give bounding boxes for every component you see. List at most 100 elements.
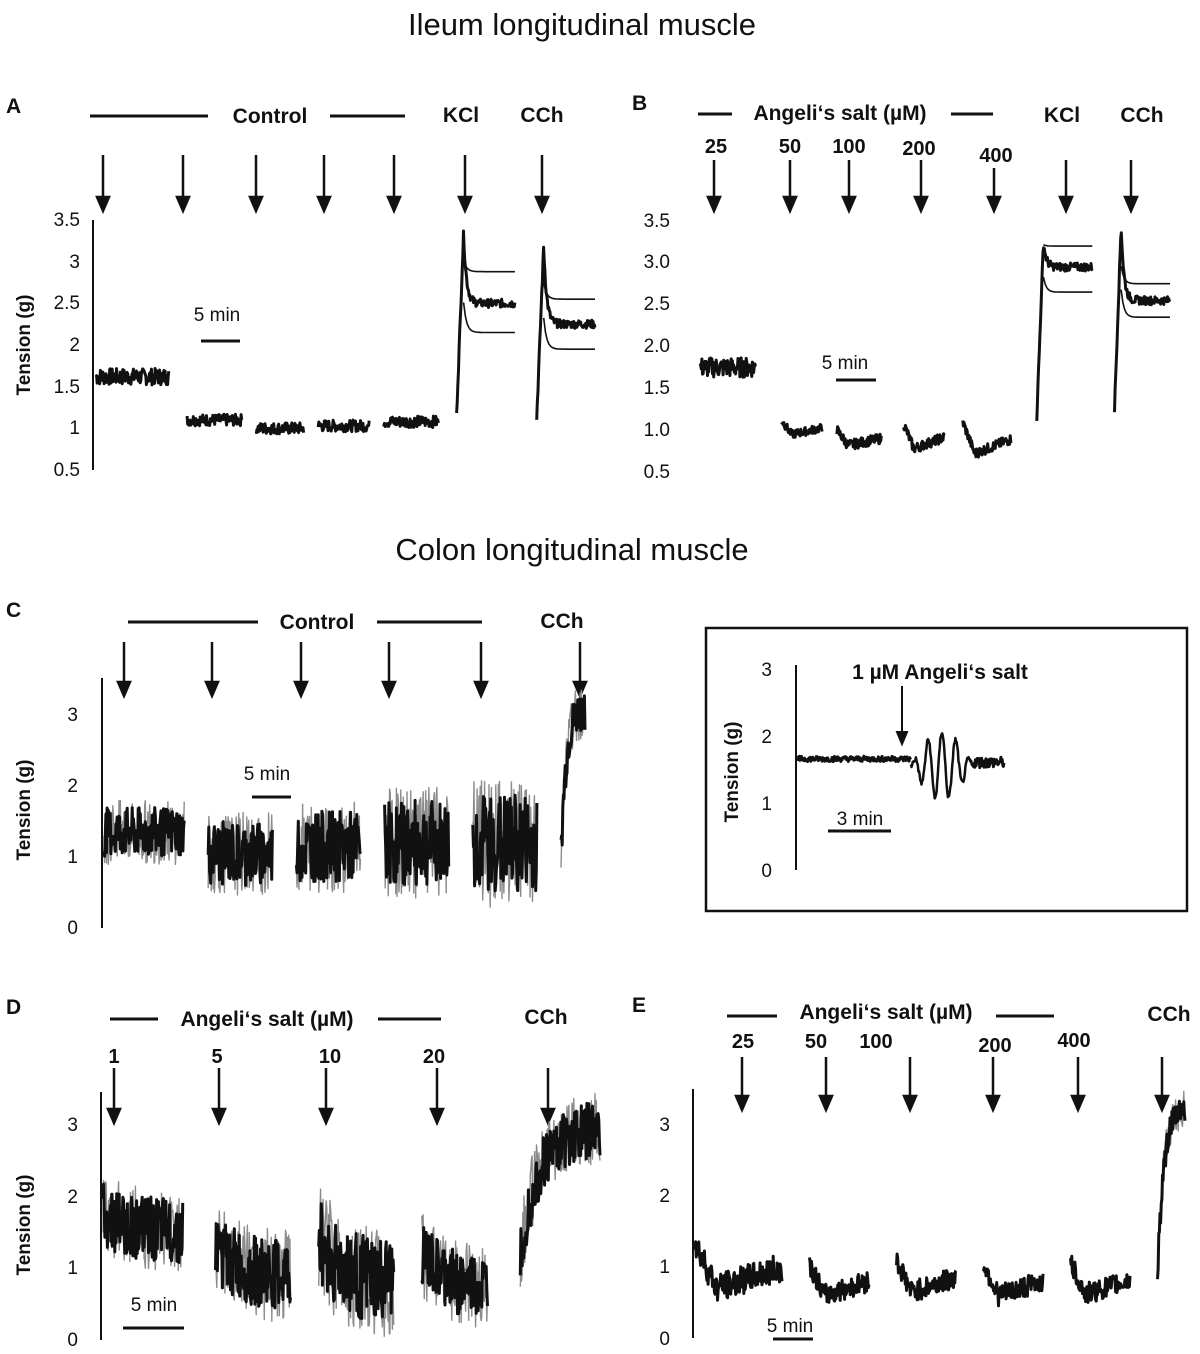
inset-frame (704, 626, 1189, 913)
trace-segment (1120, 289, 1170, 318)
arrow-4 (913, 160, 929, 215)
dose-label: 200 (902, 138, 935, 160)
panel-letter-d: D (6, 996, 21, 1019)
y-axis-label: Tension (g) (14, 295, 35, 396)
panel-d: D Angeli‘s salt (µM) CCh 1 5 10 20 0 1 2… (6, 996, 602, 1351)
arrows (734, 1057, 1170, 1114)
dose-label: 200 (978, 1035, 1011, 1057)
trace-segment (382, 414, 440, 429)
dose-label: 25 (732, 1031, 754, 1053)
trace-segment (214, 1222, 292, 1310)
arrow-label-cch: CCh (524, 1006, 567, 1029)
inset-panel: 1 µM Angeli‘s salt 0 1 2 3 Tension (g) 3… (704, 626, 1189, 913)
trace-segment (1113, 231, 1172, 413)
arrow-5 (986, 168, 1002, 215)
panel-c: C Control CCh 0 1 2 3 Tension (g) 5 min (6, 599, 588, 939)
trace-segment (542, 317, 595, 350)
trace-segment (462, 259, 515, 273)
arrow-2 (204, 642, 220, 700)
dose-label: 5 (211, 1046, 222, 1068)
trace-segment (420, 1226, 489, 1316)
arrow-3 (902, 1057, 918, 1114)
y-tick-label: 3 (67, 705, 78, 726)
arrow-label-cch: CCh (520, 104, 563, 127)
arrow-cch (1154, 1057, 1170, 1114)
panel-letter-b: B (632, 92, 647, 115)
group-label: Control (233, 105, 308, 128)
group-label: Angeli‘s salt (µM) (180, 1008, 353, 1031)
trace-segment (1156, 1099, 1187, 1280)
trace-segment (317, 1202, 396, 1320)
trace-segment (795, 754, 913, 764)
arrow-cch (540, 1068, 556, 1127)
dose-label: 400 (979, 145, 1012, 167)
arrow-2 (211, 1068, 227, 1127)
arrow-label-kcl: KCl (1044, 104, 1080, 127)
traces (101, 1092, 602, 1337)
trace-segment (1120, 266, 1170, 285)
arrow-3 (293, 642, 309, 700)
trace-segment (895, 1252, 958, 1302)
trace-segment (316, 418, 371, 434)
dose-label: 20 (423, 1046, 445, 1068)
traces (94, 229, 597, 436)
arrow-4 (985, 1057, 1001, 1114)
trace-segment (206, 820, 274, 887)
y-tick-label: 3.0 (644, 252, 670, 273)
y-axis-label: Tension (g) (722, 722, 743, 823)
arrow-kcl (457, 155, 473, 215)
y-tick-label: 2 (67, 1187, 78, 1208)
panel-a: A Control KCl CCh 0.5 1 1.5 2 2.5 3 3.5 … (6, 95, 597, 481)
dose-label: 1 (108, 1046, 119, 1068)
trace-segment (254, 421, 306, 436)
dose-label: 100 (832, 136, 865, 158)
arrow-kcl (1058, 160, 1074, 215)
trace-segment (185, 412, 244, 428)
trace-segment (518, 1101, 602, 1276)
y-tick-label: 0.5 (644, 462, 670, 483)
y-tick-label: 1 (659, 1257, 670, 1278)
y-tick-label: 1 (69, 418, 80, 439)
y-axis-label: Tension (g) (14, 760, 35, 861)
trace-segment (102, 806, 186, 858)
arrow-3 (318, 1068, 334, 1127)
trace-segment (383, 798, 451, 886)
trace-segment (902, 423, 946, 454)
y-tick-label: 0.5 (54, 460, 80, 481)
trace-segment (1035, 246, 1094, 421)
y-tick-label: 1 (761, 794, 772, 815)
panel-letter-a: A (6, 95, 21, 118)
arrow-cch (572, 642, 588, 700)
colon-title: Colon longitudinal muscle (395, 532, 748, 567)
ileum-title: Ileum longitudinal muscle (408, 7, 756, 42)
inset-arrow (895, 686, 909, 747)
group-label: Angeli‘s salt (µM) (799, 1001, 972, 1024)
y-tick-label: 2 (761, 727, 772, 748)
arrow-5 (473, 642, 489, 700)
y-tick-label: 1.5 (644, 378, 670, 399)
y-tick-label: 3 (761, 660, 772, 681)
y-tick-label: 3.5 (644, 211, 670, 232)
y-tick-label: 3 (67, 1115, 78, 1136)
trace-segment (462, 302, 515, 334)
trace-segment (471, 793, 539, 893)
traces (698, 231, 1172, 459)
y-tick-label: 0 (761, 861, 772, 882)
scale-bar-label: 5 min (194, 305, 240, 326)
group-label: Control (280, 611, 355, 634)
y-tick-label: 3.5 (54, 210, 80, 231)
y-tick-label: 0 (67, 1330, 78, 1351)
y-tick-label: 2 (67, 776, 78, 797)
trace-segment (1069, 1254, 1132, 1304)
arrow-5 (1070, 1057, 1086, 1114)
scale-bar-label: 5 min (822, 353, 868, 374)
y-tick-label: 3 (659, 1115, 670, 1136)
dose-label: 100 (859, 1031, 892, 1053)
arrow-2 (818, 1057, 834, 1114)
arrow-2 (175, 155, 191, 215)
trace-segment (294, 809, 362, 883)
arrow-1 (95, 155, 111, 215)
arrow-label-cch: CCh (540, 610, 583, 633)
y-tick-label: 2.5 (54, 293, 80, 314)
traces (102, 689, 587, 908)
